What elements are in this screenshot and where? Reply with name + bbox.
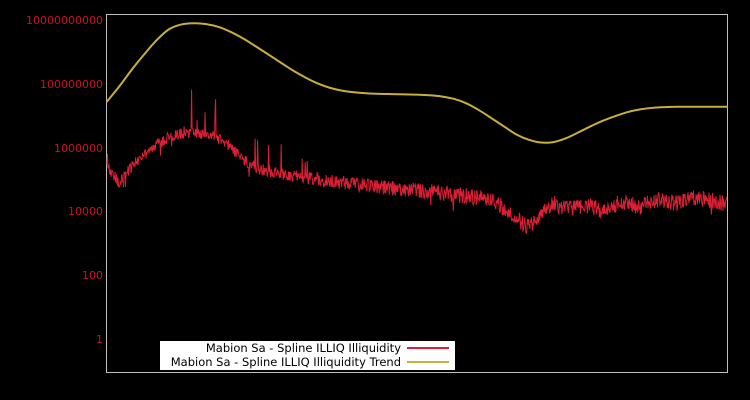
legend-label: Mabion Sa - Spline ILLIQ Illiquidity Tre…: [170, 355, 401, 369]
illiquidity-line: [106, 89, 728, 235]
y-tick-label: 10000000000: [26, 14, 103, 27]
plot-frame: [106, 14, 728, 373]
y-tick-label: 1: [96, 333, 103, 346]
legend-entry[interactable]: Mabion Sa - Spline ILLIQ Illiquidity: [160, 341, 455, 355]
series-group: [106, 22, 728, 235]
chart-legend: Mabion Sa - Spline ILLIQ Illiquidity Mabi…: [160, 341, 455, 370]
legend-color-swatch: [407, 361, 449, 363]
trend-line: [106, 22, 728, 144]
y-tick-label: 100: [82, 269, 103, 283]
legend-entry[interactable]: Mabion Sa - Spline ILLIQ Illiquidity Tre…: [160, 355, 455, 369]
legend-color-swatch: [407, 347, 449, 349]
y-tick-label: 100000000: [40, 77, 103, 91]
legend-label: Mabion Sa - Spline ILLIQ Illiquidity: [205, 341, 401, 355]
y-tick-label: 1000000: [54, 141, 103, 155]
y-tick-label: 10000: [68, 205, 103, 219]
